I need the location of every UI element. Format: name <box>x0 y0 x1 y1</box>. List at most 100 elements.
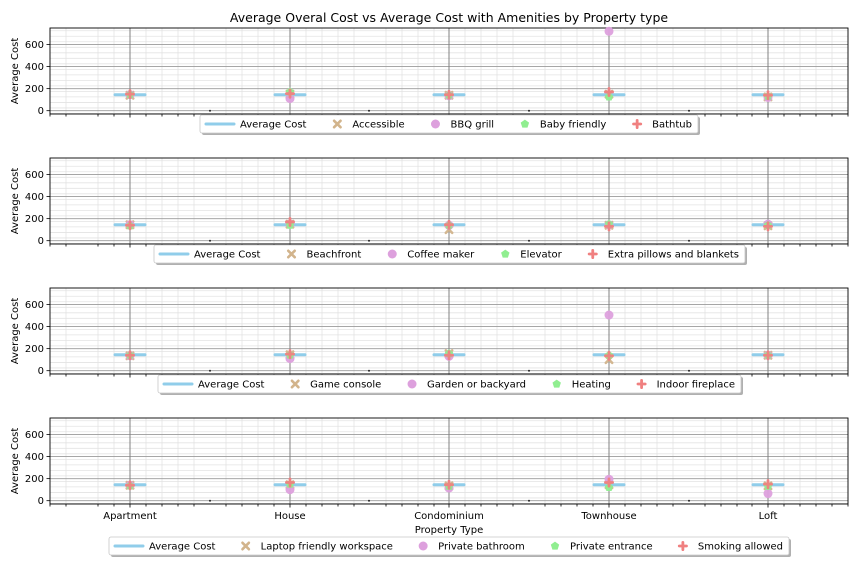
point-bathtub <box>604 86 614 97</box>
legend-marker-game-console <box>290 379 300 389</box>
between-dot <box>528 109 530 112</box>
panel-3: 0 200 400 600 Average Cost <box>10 287 849 378</box>
legend-box <box>199 114 699 134</box>
legend-panel-2: Average Cost Beachfront Coffee maker Elevat… <box>153 244 747 265</box>
point-indoor-fireplace <box>285 349 295 360</box>
legend-label: Average Cost <box>240 120 307 131</box>
point-smoking-allowed <box>125 480 135 491</box>
point-indoor-fireplace <box>763 350 773 361</box>
y-tick-label: 600 <box>25 40 44 51</box>
legend-label: Average Cost <box>198 380 265 391</box>
y-tick-label: 400 <box>25 192 44 203</box>
point-smoking-allowed <box>285 477 295 488</box>
y-tick-label: 0 <box>38 366 44 377</box>
panel-4: 0 200 400 600 Average Cost <box>10 417 849 508</box>
chart-title: Average Overal Cost vs Average Cost with… <box>230 10 668 25</box>
legend-label: Baby friendly <box>540 120 606 131</box>
legend-label: Accessible <box>352 120 404 131</box>
legend-marker-extra-pillows-and-blankets <box>587 249 598 259</box>
legend-label: Bathtub <box>652 120 692 131</box>
between-dot <box>368 499 370 502</box>
point-bbq-grill <box>604 26 614 36</box>
legend-marker-bathtub <box>632 119 643 129</box>
legend-label: Heating <box>572 380 611 391</box>
point-smoking-allowed <box>763 479 773 490</box>
legend-box <box>108 536 790 556</box>
legend-marker-garden-or-backyard <box>407 379 417 389</box>
y-axis-label: Average Cost <box>10 168 21 235</box>
legend-marker-baby-friendly <box>520 119 530 128</box>
between-dot <box>688 239 690 242</box>
legend-marker-private-entrance <box>550 541 560 550</box>
between-dot <box>368 369 370 372</box>
between-dot <box>528 369 530 372</box>
legend-label: Game console <box>310 380 381 391</box>
x-tick-label: Loft <box>759 511 778 522</box>
between-dot <box>368 239 370 242</box>
legend-box <box>157 374 742 394</box>
y-tick-label: 200 <box>25 344 44 355</box>
y-tick-label: 600 <box>25 300 44 311</box>
point-extra-pillows-and-blankets <box>125 220 135 231</box>
y-tick-label: 200 <box>25 84 44 95</box>
legend-marker-accessible <box>332 119 342 129</box>
between-dot <box>209 239 211 242</box>
point-extra-pillows-and-blankets <box>604 221 614 232</box>
y-tick-label: 0 <box>38 106 44 117</box>
y-axis-label: Average Cost <box>10 428 21 495</box>
panels: 0 200 400 600 Average Cost Average Cost Access… <box>10 26 849 557</box>
point-smoking-allowed <box>604 477 614 488</box>
y-axis-label: Average Cost <box>10 38 21 105</box>
point-bathtub <box>763 90 773 101</box>
legend-marker-heating <box>552 379 561 388</box>
legend-marker-laptop-friendly-workspace <box>241 541 251 551</box>
legend-marker-coffee-maker <box>387 249 397 259</box>
y-tick-label: 400 <box>25 322 44 333</box>
legend-label: Garden or backyard <box>427 380 526 391</box>
legend-label: Smoking allowed <box>698 542 783 553</box>
between-dot <box>368 109 370 112</box>
legend-label: Elevator <box>520 250 562 261</box>
legend-marker-smoking-allowed <box>677 541 688 551</box>
legend-box <box>153 244 746 264</box>
point-extra-pillows-and-blankets <box>763 221 773 232</box>
x-tick-label: Apartment <box>103 511 157 522</box>
legend-label: Beachfront <box>306 250 361 261</box>
y-tick-label: 0 <box>38 236 44 247</box>
legend-label: Private bathroom <box>438 542 525 553</box>
point-garden-or-backyard <box>604 310 614 320</box>
legend-panel-1: Average Cost Accessible BBQ grill Baby frie… <box>199 114 700 135</box>
legend-panel-4: Average Cost Laptop friendly workspace Pri… <box>108 536 791 557</box>
y-tick-label: 400 <box>25 452 44 463</box>
between-dot <box>688 369 690 372</box>
legend-label: BBQ grill <box>450 120 494 131</box>
between-dot <box>209 369 211 372</box>
x-tick-label: Condominium <box>414 511 484 522</box>
y-tick-label: 600 <box>25 430 44 441</box>
legend-panel-3: Average Cost Game console Garden or backya… <box>157 374 743 395</box>
legend-label: Private entrance <box>570 542 653 553</box>
between-dot <box>528 499 530 502</box>
legend-marker-beachfront <box>286 249 296 259</box>
y-axis-label: Average Cost <box>10 298 21 365</box>
panel-2: 0 200 400 600 Average Cost <box>10 157 849 248</box>
point-indoor-fireplace <box>444 350 454 361</box>
y-tick-label: 0 <box>38 496 44 507</box>
x-tick-label: Townhouse <box>580 511 636 522</box>
point-private-bathroom <box>763 489 773 499</box>
point-bathtub <box>444 89 454 100</box>
legend-marker-indoor-fireplace <box>636 379 647 389</box>
point-bathtub <box>285 88 295 99</box>
between-dot <box>209 499 211 502</box>
x-tick-labels: Apartment House Condominium Townhouse Loft <box>103 511 777 522</box>
legend-marker-bbq-grill <box>430 119 440 129</box>
panel-1: 0 200 400 600 Average Cost <box>10 26 849 118</box>
point-smoking-allowed <box>444 479 454 490</box>
between-dot <box>688 109 690 112</box>
legend-label: Laptop friendly workspace <box>261 542 393 553</box>
x-tick-label: House <box>274 511 305 522</box>
legend-label: Average Cost <box>149 542 216 553</box>
point-extra-pillows-and-blankets <box>444 219 454 230</box>
point-extra-pillows-and-blankets <box>285 216 295 227</box>
